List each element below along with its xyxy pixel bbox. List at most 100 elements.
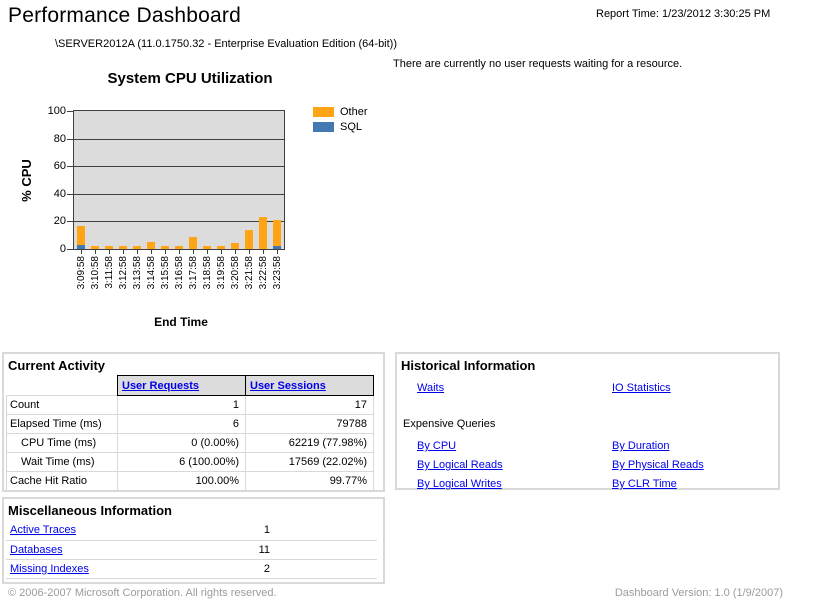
list-item: Active Traces 1 bbox=[6, 521, 377, 541]
by-physical-reads-link[interactable]: By Physical Reads bbox=[612, 459, 704, 471]
miscellaneous-table: Active Traces 1 Databases 11 Missing Ind… bbox=[6, 521, 377, 579]
server-info: \SERVER2012A (11.0.1750.32 - Enterprise … bbox=[55, 38, 398, 50]
io-statistics-link[interactable]: IO Statistics bbox=[612, 382, 671, 394]
bar-3:16:58 bbox=[175, 246, 183, 249]
x-tick-label: 3:16:58 bbox=[173, 256, 185, 290]
by-clr-time-link[interactable]: By CLR Time bbox=[612, 478, 677, 490]
user-sessions-link[interactable]: User Sessions bbox=[250, 379, 326, 392]
chart-plot-area bbox=[73, 110, 285, 250]
other-bar-segment bbox=[175, 246, 183, 249]
x-tick-label: 3:12:58 bbox=[117, 256, 129, 290]
x-tick-mark bbox=[263, 250, 264, 254]
cpu-utilization-chart: System CPU Utilization % CPU End Time Ot… bbox=[18, 70, 368, 329]
active-traces-count: 1 bbox=[202, 521, 274, 541]
row-label: Elapsed Time (ms) bbox=[6, 414, 118, 434]
chart-title: System CPU Utilization bbox=[107, 70, 273, 87]
by-logical-writes-link[interactable]: By Logical Writes bbox=[417, 478, 502, 490]
bar-3:09:58 bbox=[77, 225, 85, 249]
bar-3:15:58 bbox=[161, 246, 169, 249]
bar-3:19:58 bbox=[217, 246, 225, 249]
list-item: Databases 11 bbox=[6, 540, 377, 560]
x-tick-mark bbox=[207, 250, 208, 254]
x-tick-mark bbox=[193, 250, 194, 254]
by-cpu-link[interactable]: By CPU bbox=[417, 440, 457, 452]
bar-3:14:58 bbox=[147, 242, 155, 249]
x-tick-label: 3:14:58 bbox=[145, 256, 157, 290]
y-axis-title: % CPU bbox=[18, 158, 34, 202]
current-activity-title: Current Activity bbox=[8, 358, 106, 373]
sessions-value: 79788 bbox=[245, 414, 374, 434]
requests-value: 1 bbox=[117, 395, 246, 415]
waits-link[interactable]: Waits bbox=[417, 382, 445, 394]
y-tick-mark bbox=[67, 111, 73, 112]
y-tick-mark bbox=[67, 221, 73, 223]
bar-3:13:58 bbox=[133, 246, 141, 249]
x-tick-mark bbox=[95, 250, 96, 254]
row-label: CPU Time (ms) bbox=[6, 433, 118, 453]
missing-indexes-link[interactable]: Missing Indexes bbox=[10, 562, 89, 575]
x-tick-mark bbox=[151, 250, 152, 254]
by-duration-link[interactable]: By Duration bbox=[612, 440, 670, 452]
current-activity-panel: Current Activity User Requests User Sess… bbox=[2, 352, 385, 492]
bar-3:22:58 bbox=[259, 217, 267, 249]
table-row: Count 1 17 bbox=[6, 395, 374, 415]
gridline-60 bbox=[74, 166, 284, 168]
sessions-value: 99.77% bbox=[245, 471, 374, 491]
page-title: Performance Dashboard bbox=[8, 4, 241, 27]
y-tick-label: 80 bbox=[53, 132, 66, 145]
databases-count: 11 bbox=[202, 540, 274, 560]
other-bar-segment bbox=[189, 236, 197, 249]
x-tick-mark bbox=[277, 250, 278, 254]
table-row: Wait Time (ms) 6 (100.00%) 17569 (22.02%… bbox=[6, 452, 374, 472]
user-requests-link[interactable]: User Requests bbox=[122, 379, 200, 392]
other-bar-segment bbox=[273, 220, 281, 247]
other-bar-segment bbox=[77, 225, 85, 245]
requests-value: 100.00% bbox=[117, 471, 246, 491]
x-axis-title: End Time bbox=[154, 315, 208, 329]
x-tick-label: 3:09:58 bbox=[75, 256, 87, 290]
active-traces-link[interactable]: Active Traces bbox=[10, 524, 77, 537]
table-row: CPU Time (ms) 0 (0.00%) 62219 (77.98%) bbox=[6, 433, 374, 453]
databases-link[interactable]: Databases bbox=[10, 543, 63, 556]
bar-3:11:58 bbox=[105, 246, 113, 249]
legend-item-other: Other bbox=[313, 106, 368, 118]
x-tick-label: 3:20:58 bbox=[229, 256, 241, 290]
x-tick-mark bbox=[109, 250, 110, 254]
bar-3:12:58 bbox=[119, 246, 127, 249]
sessions-value: 62219 (77.98%) bbox=[245, 433, 374, 453]
legend-label: Other bbox=[340, 106, 368, 118]
no-waiting-requests-message: There are currently no user requests wai… bbox=[393, 58, 683, 70]
x-tick-mark bbox=[235, 250, 236, 254]
y-tick-label: 60 bbox=[53, 160, 66, 173]
x-tick-mark bbox=[249, 250, 250, 254]
x-tick-label: 3:15:58 bbox=[159, 256, 171, 290]
bar-3:20:58 bbox=[231, 243, 239, 249]
gridline-40 bbox=[74, 193, 284, 195]
by-logical-reads-link[interactable]: By Logical Reads bbox=[417, 459, 503, 471]
requests-value: 0 (0.00%) bbox=[117, 433, 246, 453]
x-tick-mark bbox=[137, 250, 138, 254]
bar-3:21:58 bbox=[245, 229, 253, 249]
y-tick-label: 20 bbox=[53, 215, 66, 228]
other-bar-segment bbox=[245, 229, 253, 249]
table-row: Cache Hit Ratio 100.00% 99.77% bbox=[6, 471, 374, 491]
bar-3:17:58 bbox=[189, 236, 197, 249]
row-label: Wait Time (ms) bbox=[6, 452, 118, 472]
x-tick-mark bbox=[165, 250, 166, 254]
other-bar-segment bbox=[105, 246, 113, 249]
current-activity-table: User Requests User Sessions Count 1 17 E… bbox=[6, 375, 374, 491]
x-tick-mark bbox=[81, 250, 82, 254]
y-tick-mark bbox=[67, 249, 73, 250]
x-tick-label: 3:17:58 bbox=[187, 256, 199, 290]
historical-information-title: Historical Information bbox=[401, 358, 536, 373]
other-bar-segment bbox=[217, 246, 225, 249]
sql-bar-segment bbox=[77, 244, 85, 249]
x-tick-label: 3:22:58 bbox=[257, 256, 269, 290]
x-tick-label: 3:10:58 bbox=[89, 256, 101, 290]
y-tick-label: 100 bbox=[47, 105, 66, 117]
requests-value: 6 (100.00%) bbox=[117, 452, 246, 472]
row-label: Cache Hit Ratio bbox=[6, 471, 118, 491]
x-tick-label: 3:11:58 bbox=[103, 256, 115, 289]
x-tick-mark bbox=[179, 250, 180, 254]
